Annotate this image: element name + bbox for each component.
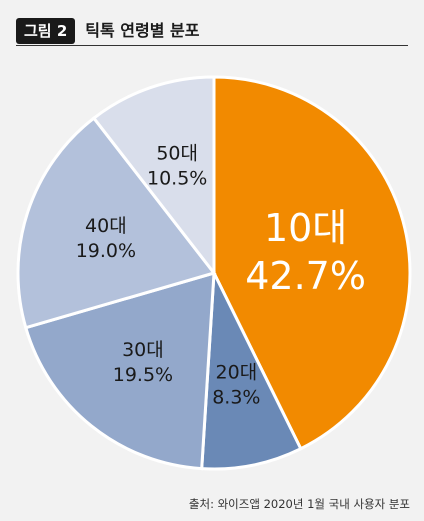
slice-value-label: 10.5% (147, 168, 207, 190)
pie-slice-2 (200, 267, 303, 471)
slice-category-label: 40대 (85, 215, 127, 237)
slice-value-label: 8.3% (212, 387, 260, 409)
pie-slice-5 (91, 75, 216, 278)
source-note: 출처: 와이즈앱 2020년 1월 국내 사용자 분포 (188, 497, 410, 511)
pie-slice-1 (212, 75, 412, 451)
slice-value-label: 19.5% (113, 364, 173, 386)
slice-category-label: 10대 (264, 206, 347, 250)
slice-value-label: 42.7% (245, 254, 366, 298)
figure-title: 틱톡 연령별 분포 (85, 21, 200, 40)
slice-category-label: 50대 (156, 143, 198, 165)
figure-header: 그림 2 틱톡 연령별 분포 (16, 18, 199, 44)
pie-slice-4 (16, 116, 217, 330)
figure-badge: 그림 2 (16, 18, 76, 44)
slice-value-label: 19.0% (76, 240, 136, 262)
pie-slice-3 (23, 270, 216, 471)
slice-category-label: 20대 (216, 362, 258, 384)
header-rule (16, 45, 408, 46)
slice-category-label: 30대 (122, 339, 164, 361)
